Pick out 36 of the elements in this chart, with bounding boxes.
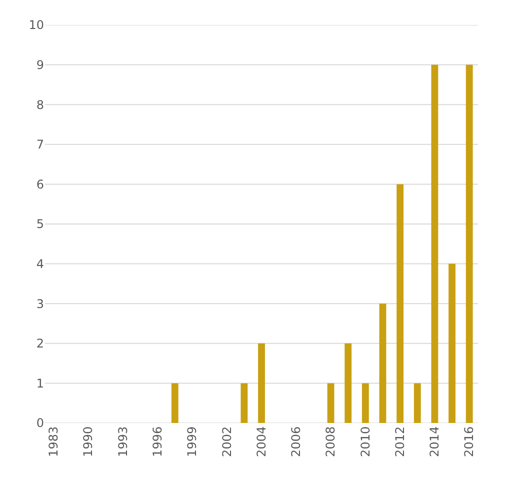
x-tick-label: 2014 bbox=[428, 426, 442, 457]
x-tick-label: 1990 bbox=[81, 426, 96, 457]
bar bbox=[344, 343, 352, 423]
x-tick-label: 2006 bbox=[289, 426, 304, 457]
y-tick-label: 4 bbox=[36, 257, 44, 271]
y-tick-label: 0 bbox=[36, 416, 44, 430]
y-tick-label: 9 bbox=[36, 58, 44, 72]
bar bbox=[171, 383, 178, 423]
y-tick-label: 3 bbox=[36, 296, 44, 311]
x-tick-label: 2016 bbox=[462, 426, 476, 457]
bar bbox=[240, 383, 248, 423]
bar bbox=[448, 264, 456, 423]
x-tick-label: 1993 bbox=[116, 426, 130, 457]
y-tick-label: 2 bbox=[36, 336, 44, 351]
y-tick-label: 5 bbox=[36, 217, 44, 232]
x-tick-label: 1996 bbox=[150, 426, 164, 457]
bar bbox=[396, 184, 404, 423]
y-tick-label: 7 bbox=[36, 138, 44, 152]
y-tick-label: 6 bbox=[36, 177, 44, 192]
y-tick-label: 10 bbox=[28, 18, 44, 32]
x-tick-label: 1999 bbox=[185, 426, 200, 457]
bar bbox=[327, 383, 334, 423]
bar bbox=[362, 383, 369, 423]
y-tick-label: 1 bbox=[36, 376, 44, 390]
bar bbox=[258, 343, 265, 423]
x-tick-label: 1983 bbox=[46, 426, 61, 457]
x-tick-label: 2010 bbox=[358, 426, 372, 457]
x-tick-label: 2008 bbox=[324, 426, 338, 457]
y-tick-label: 8 bbox=[36, 98, 44, 112]
x-tick-label: 2012 bbox=[392, 426, 407, 457]
bar bbox=[431, 64, 438, 423]
bar bbox=[414, 383, 421, 423]
bar bbox=[466, 64, 473, 423]
x-tick-label: 2002 bbox=[220, 426, 234, 457]
bar bbox=[379, 304, 386, 423]
x-tick-label: 2004 bbox=[254, 426, 268, 457]
